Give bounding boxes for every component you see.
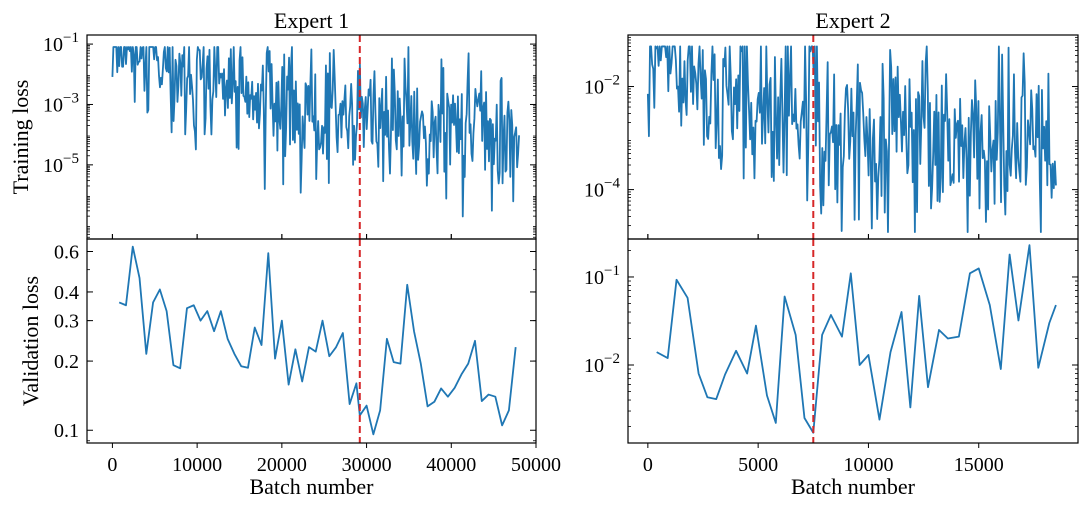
x-tick-label: 50000 [511,454,561,476]
y-tick-label-base: 10 [584,180,604,202]
loss-series-line [111,46,520,218]
expert-1-validation-loss-axes: 0 10000 20000 30000 40000 50000 0.6 0.4 0.3 0.2 0.… [18,234,561,499]
x-tick-label: 10000 [843,454,893,476]
y-tick-label: 10−4 [584,176,620,202]
y-tick-label-exp: −2 [604,73,620,89]
x-tick-label: 0 [107,454,117,476]
y-tick-label-base: 10 [584,267,604,289]
axes-frame [627,238,1079,444]
y-tick-label-exp: −3 [63,90,79,106]
x-tick-label: 20000 [257,454,307,476]
chart-title: Expert 1 [274,8,349,33]
y-axis-label: Validation loss [18,276,43,406]
x-tick-label: 5000 [738,454,778,476]
y-tick-label-base: 10 [43,94,63,116]
loss-series-line [646,45,1057,233]
loss-series-line [118,245,517,436]
y-tick-label-base: 10 [584,355,604,377]
y-tick-label-exp: −1 [63,30,79,46]
loss-series-line [656,244,1057,434]
y-tick-label: 0.6 [54,241,79,263]
y-tick-label: 10−3 [43,90,79,116]
y-tick-label-exp: −4 [604,176,620,192]
y-tick-label: 10−2 [584,73,620,99]
axes-frame [86,238,537,444]
chart-title: Expert 2 [815,8,890,33]
x-tick-label: 15000 [954,454,1004,476]
y-tick-label: 0.4 [54,282,79,304]
y-tick-label-base: 10 [584,77,604,99]
x-tick-label: 30000 [342,454,392,476]
x-tick-label: 40000 [426,454,476,476]
y-tick-label-exp: −1 [604,263,620,279]
y-tick-label-exp: −5 [63,151,79,167]
x-tick-label: 0 [643,454,653,476]
y-tick-label: 0.1 [54,420,79,442]
y-tick-label-base: 10 [43,34,63,56]
y-tick-label: 0.3 [54,311,79,333]
y-tick-label: 10−1 [584,263,620,289]
y-tick-label: 10−2 [584,351,620,377]
x-axis-label: Batch number [791,474,916,499]
x-axis-label: Batch number [249,474,374,499]
y-tick-label: 0.2 [54,351,79,373]
y-tick-label-exp: −2 [604,351,620,367]
y-tick-label-base: 10 [43,155,63,177]
y-tick-label: 10−5 [43,151,79,177]
y-axis-label: Training loss [8,80,33,195]
x-tick-label: 10000 [172,454,222,476]
y-tick-label: 10−1 [43,30,79,56]
